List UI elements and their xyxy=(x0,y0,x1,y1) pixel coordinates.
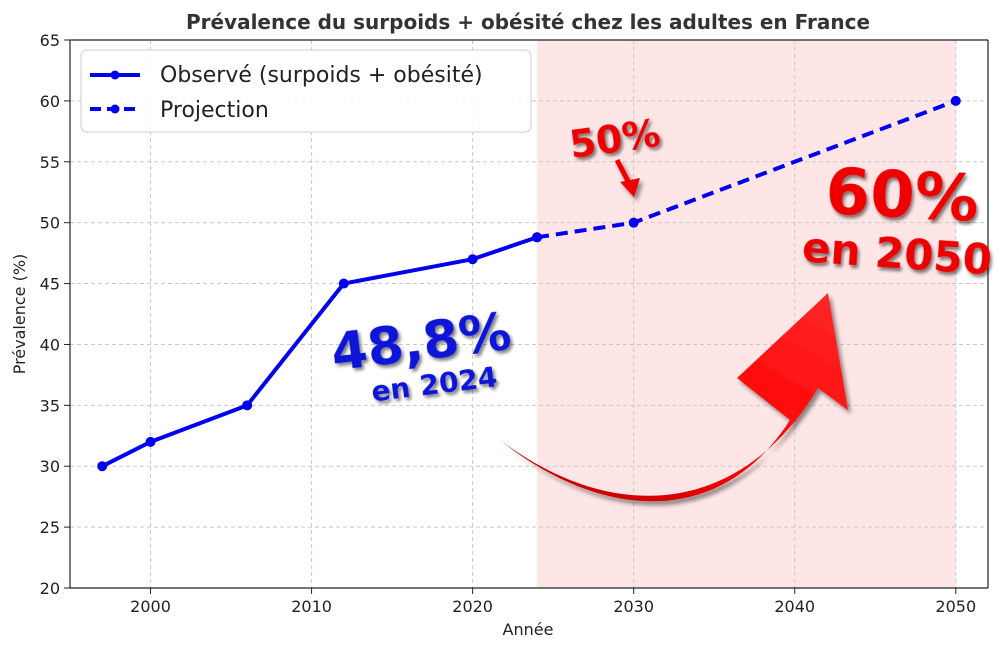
y-axis-label: Prévalence (%) xyxy=(10,254,29,375)
y-tick-label: 45 xyxy=(40,275,60,294)
x-tick-label: 2030 xyxy=(613,597,654,616)
x-tick-label: 2010 xyxy=(291,597,332,616)
data-point xyxy=(950,95,961,106)
data-point xyxy=(242,400,253,411)
legend: Observé (surpoids + obésité) Projection xyxy=(80,49,532,133)
x-axis-ticks: 2000 2010 2020 2030 2040 2050 xyxy=(130,588,976,616)
x-tick-label: 2040 xyxy=(774,597,815,616)
data-point xyxy=(338,278,349,289)
y-tick-label: 20 xyxy=(40,579,60,598)
data-point xyxy=(145,436,156,447)
y-tick-label: 60 xyxy=(40,92,60,111)
projection-shaded-region xyxy=(537,40,956,588)
annotation-target-value: 60% xyxy=(824,155,981,237)
data-point xyxy=(628,217,639,228)
chart-title: Prévalence du surpoids + obésité chez le… xyxy=(186,10,870,34)
x-tick-label: 2000 xyxy=(130,597,171,616)
y-tick-label: 50 xyxy=(40,214,60,233)
legend-marker-projection xyxy=(110,104,120,114)
y-tick-label: 65 xyxy=(40,31,60,50)
legend-box xyxy=(80,49,532,133)
series-group xyxy=(97,95,961,472)
legend-label-projection: Projection xyxy=(160,98,269,123)
annotation-target: 60% en 2050 xyxy=(801,155,994,285)
legend-marker-observed xyxy=(110,70,120,80)
x-tick-label: 2020 xyxy=(452,597,493,616)
annotation-current: 48,8% en 2024 xyxy=(328,302,514,408)
series-line-0 xyxy=(100,235,540,469)
x-axis-label: Année xyxy=(503,620,554,639)
data-point xyxy=(532,232,543,243)
mid-arrow-icon xyxy=(614,158,640,197)
legend-label-observed: Observé (surpoids + obésité) xyxy=(160,63,483,88)
y-tick-label: 25 xyxy=(40,518,60,537)
y-axis-ticks: 20 25 30 35 40 45 50 55 60 65 xyxy=(40,31,70,598)
y-tick-label: 55 xyxy=(40,153,60,172)
data-point xyxy=(467,254,478,265)
curved-arrow-icon xyxy=(500,293,848,502)
data-point xyxy=(97,461,108,472)
y-tick-label: 30 xyxy=(40,457,60,476)
y-tick-label: 35 xyxy=(40,396,60,415)
y-tick-label: 40 xyxy=(40,335,60,354)
x-tick-label: 2050 xyxy=(935,597,976,616)
